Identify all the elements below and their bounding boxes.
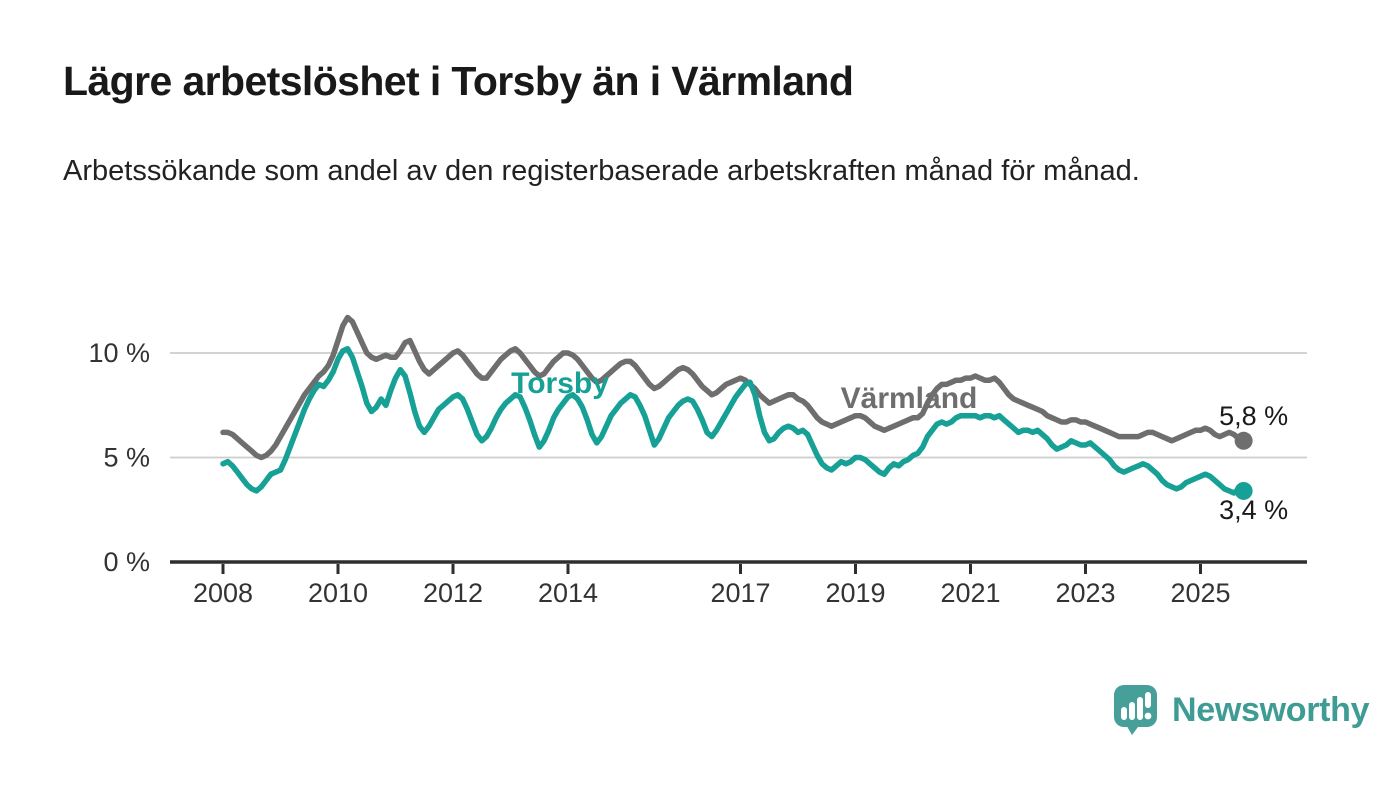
chart-title: Lägre arbetslöshet i Torsby än i Värmlan… [63,58,854,104]
brand-wordmark: Newsworthy [1172,690,1370,729]
y-tick-label: 5 % [103,443,150,473]
x-tick-label: 2021 [940,578,1000,608]
x-tick-label: 2017 [710,578,770,608]
x-tick-label: 2008 [193,578,253,608]
series-label-torsby: Torsby [511,367,609,400]
y-tick-label: 10 % [88,338,150,368]
x-tick-label: 2012 [423,578,483,608]
brand-footer: Newsworthy [1113,684,1370,736]
end-dot-torsby [1234,481,1253,500]
x-tick-label: 2010 [308,578,368,608]
series-line-torsby [220,346,1247,496]
newsworthy-logo-icon [1114,685,1157,735]
end-value-label-värmland: 5,8 % [1219,401,1288,431]
series-label-värmland: Värmland [841,382,978,415]
line-chart: 0 % 5 % 10 % 2008 2010 2012 2014 2017 2019 2021 20… [88,314,1307,608]
end-value-label-torsby: 3,4 % [1219,495,1288,525]
x-tick-label: 2025 [1170,578,1230,608]
end-dot-värmland [1234,431,1253,450]
chart-subtitle: Arbetssökande som andel av den registerb… [63,155,1140,187]
x-tick-label: 2019 [825,578,885,608]
series-line-värmland [220,314,1247,461]
x-tick-label: 2014 [538,578,598,608]
x-tick-label: 2023 [1055,578,1115,608]
y-tick-label: 0 % [103,547,150,577]
